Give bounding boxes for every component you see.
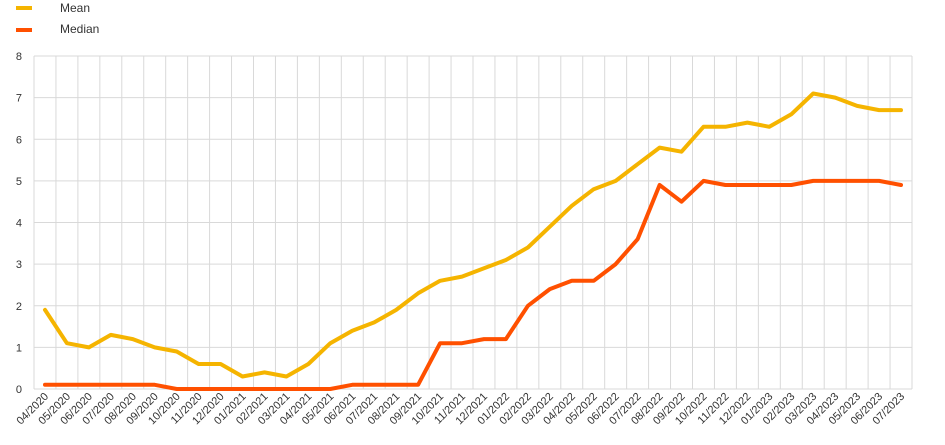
y-tick-label: 7: [16, 93, 22, 105]
y-tick-label: 5: [16, 176, 22, 188]
series-line-median: [43, 178, 903, 391]
y-tick-label: 3: [16, 259, 22, 271]
grid: [33, 55, 913, 390]
y-tick-label: 0: [16, 384, 22, 396]
y-tick-label: 8: [16, 51, 22, 63]
y-tick-label: 6: [16, 134, 22, 146]
series-line-mean: [43, 91, 903, 379]
legend: Mean Median: [16, 1, 99, 36]
series-lines: [43, 91, 903, 391]
x-axis-ticks: 04/202005/202006/202007/202008/202009/20…: [14, 391, 907, 428]
y-tick-label: 1: [16, 342, 22, 354]
y-tick-label: 4: [16, 218, 22, 230]
legend-label-mean: Mean: [60, 1, 90, 15]
y-axis-ticks: 0 1 2 3 4 5 6 7 8: [16, 51, 22, 396]
y-tick-label: 2: [16, 301, 22, 313]
legend-label-median: Median: [60, 22, 99, 36]
